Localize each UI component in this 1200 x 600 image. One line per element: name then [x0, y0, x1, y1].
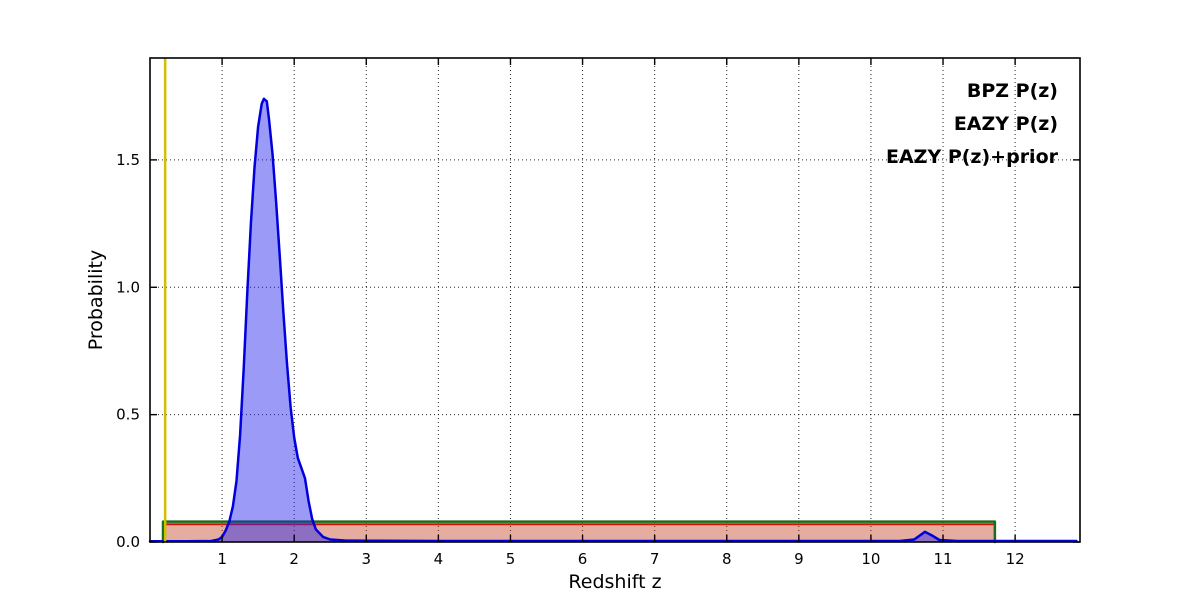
- x-tick-label: 6: [578, 550, 588, 568]
- x-tick-label: 1: [217, 550, 227, 568]
- x-tick-label: 10: [861, 550, 880, 568]
- bpz-p-z--curve: [148, 97, 1078, 543]
- x-tick-label: 12: [1006, 550, 1025, 568]
- legend-entry-eazy-p-z-: EAZY P(z): [954, 113, 1058, 135]
- bpz-p-z--fill: [150, 98, 1077, 543]
- eazy-p-z--fill: [163, 524, 995, 542]
- tick-marks-and-labels: 1 2 3 4 5 6 7 8 9 10 11 120.00.51.01.5: [116, 58, 1080, 568]
- x-tick-label: 2: [289, 550, 299, 568]
- x-tick-label: 3: [362, 550, 372, 568]
- eazy-p-z-prior-curve: [161, 520, 997, 544]
- y-tick-label: 0.0: [116, 533, 140, 551]
- legend: BPZ P(z) EAZY P(z) EAZY P(z)+prior: [886, 80, 1059, 168]
- legend-entry-eazy-p-z-prior: EAZY P(z)+prior: [886, 146, 1059, 168]
- y-tick-label: 1.0: [116, 278, 140, 296]
- x-tick-label: 11: [933, 550, 952, 568]
- x-tick-label: 4: [434, 550, 444, 568]
- x-tick-label: 9: [794, 550, 804, 568]
- x-tick-label: 7: [650, 550, 660, 568]
- y-axis-label: Probability: [85, 250, 107, 350]
- y-tick-label: 0.5: [116, 406, 140, 424]
- x-tick-label: 8: [722, 550, 732, 568]
- series-layer: [148, 97, 1078, 544]
- plot-frame: [149, 57, 1081, 543]
- eazy-p-z-prior-fill: [163, 521, 995, 542]
- x-tick-label: 5: [506, 550, 516, 568]
- y-tick-label: 1.5: [116, 151, 140, 169]
- axes-frame: [149, 57, 1081, 543]
- x-axis-label: Redshift z: [568, 571, 661, 593]
- legend-entry-bpz-p-z-: BPZ P(z): [967, 80, 1058, 102]
- grid: [150, 58, 1080, 542]
